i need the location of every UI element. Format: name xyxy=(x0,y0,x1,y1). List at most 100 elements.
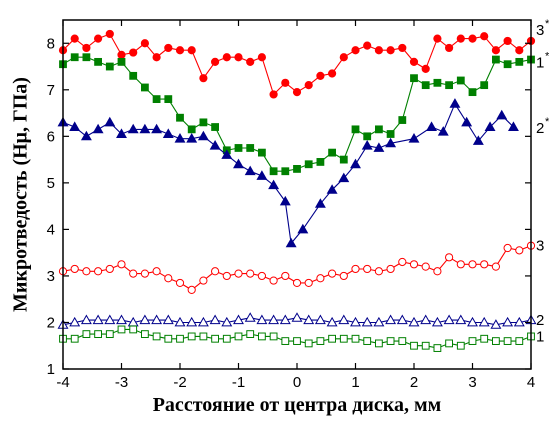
data-point xyxy=(492,337,500,345)
data-point xyxy=(491,262,500,271)
data-point xyxy=(386,46,395,55)
data-point xyxy=(70,334,79,343)
data-point xyxy=(281,337,290,345)
data-point xyxy=(433,78,442,87)
data-point xyxy=(461,116,473,127)
data-point xyxy=(116,314,127,325)
data-point xyxy=(363,337,372,345)
data-point xyxy=(445,339,454,348)
data-point xyxy=(70,53,79,62)
data-point xyxy=(258,148,266,157)
data-point xyxy=(445,43,454,53)
x-tick-label: -1 xyxy=(232,374,245,391)
data-point xyxy=(472,135,484,145)
data-point xyxy=(234,332,243,341)
data-point xyxy=(197,130,209,141)
data-point xyxy=(257,271,266,281)
data-point xyxy=(467,316,478,327)
data-point xyxy=(221,316,233,327)
data-point xyxy=(503,60,512,69)
data-point xyxy=(233,314,244,325)
data-point xyxy=(503,243,512,253)
data-point xyxy=(410,341,418,350)
data-point xyxy=(246,57,255,66)
data-point xyxy=(409,260,419,269)
data-point xyxy=(328,69,337,78)
x-tick-label: 3 xyxy=(468,374,476,391)
series-label-3: 2 xyxy=(536,120,544,137)
data-point xyxy=(328,334,337,343)
data-point xyxy=(105,330,114,339)
data-point xyxy=(408,316,420,327)
data-point xyxy=(129,269,138,278)
y-tick-label: 1 xyxy=(47,361,55,378)
data-point xyxy=(351,125,360,134)
data-point xyxy=(398,43,407,53)
data-point xyxy=(175,278,185,288)
data-point xyxy=(186,316,198,327)
data-point xyxy=(304,339,313,348)
data-point xyxy=(281,78,290,87)
data-point xyxy=(316,158,325,166)
data-point xyxy=(339,334,348,343)
data-point xyxy=(256,170,268,180)
data-point xyxy=(268,179,280,190)
data-point xyxy=(396,314,408,325)
y-tick-label: 7 xyxy=(47,82,55,99)
data-point xyxy=(268,314,280,325)
data-point xyxy=(480,260,489,269)
data-point xyxy=(269,332,278,341)
data-point xyxy=(456,76,465,85)
data-point xyxy=(82,330,91,339)
data-point xyxy=(515,57,524,66)
data-point xyxy=(199,118,208,127)
data-point xyxy=(152,95,161,104)
series-5 xyxy=(57,312,537,329)
data-point xyxy=(233,158,244,169)
data-point xyxy=(197,316,209,327)
data-point xyxy=(222,334,231,343)
data-point xyxy=(484,121,496,131)
data-point xyxy=(70,264,79,274)
data-point xyxy=(234,144,243,152)
data-point xyxy=(515,46,524,55)
data-point xyxy=(420,314,432,325)
data-point xyxy=(129,48,138,57)
data-point xyxy=(373,142,385,152)
data-point xyxy=(151,123,163,134)
y-tick-label: 5 xyxy=(47,175,55,192)
x-tick-label: -4 xyxy=(56,374,69,391)
data-point xyxy=(104,116,116,127)
x-tick-label: 2 xyxy=(410,374,418,391)
x-axis-title: Расстояние от центра диска, мм xyxy=(153,394,442,416)
data-point xyxy=(398,337,407,345)
series-layer xyxy=(57,29,537,352)
data-point xyxy=(339,155,348,164)
data-point xyxy=(421,262,430,271)
data-point xyxy=(433,34,442,43)
data-point xyxy=(105,29,114,39)
series-label-star-1: * xyxy=(545,18,549,30)
data-point xyxy=(375,339,383,348)
y-tick-label: 6 xyxy=(47,128,55,145)
data-point xyxy=(328,269,337,278)
data-point xyxy=(176,334,184,343)
data-point xyxy=(199,74,208,83)
axis-ticks: -4 -3 -2 -1 0 1 2 3 4 1 2 3 4 5 6 7 8 xyxy=(47,20,535,391)
data-point xyxy=(187,285,196,294)
data-point xyxy=(386,337,395,345)
data-point xyxy=(222,271,231,281)
data-point xyxy=(127,123,139,134)
data-point xyxy=(256,314,268,325)
data-point xyxy=(92,314,104,325)
data-point xyxy=(314,198,326,208)
data-point xyxy=(443,314,455,325)
y-tick-label: 2 xyxy=(47,314,55,331)
data-point xyxy=(209,314,221,325)
data-point xyxy=(221,149,233,159)
data-point xyxy=(234,269,243,278)
data-point xyxy=(351,334,360,343)
data-point xyxy=(211,334,219,343)
data-point xyxy=(281,167,290,176)
